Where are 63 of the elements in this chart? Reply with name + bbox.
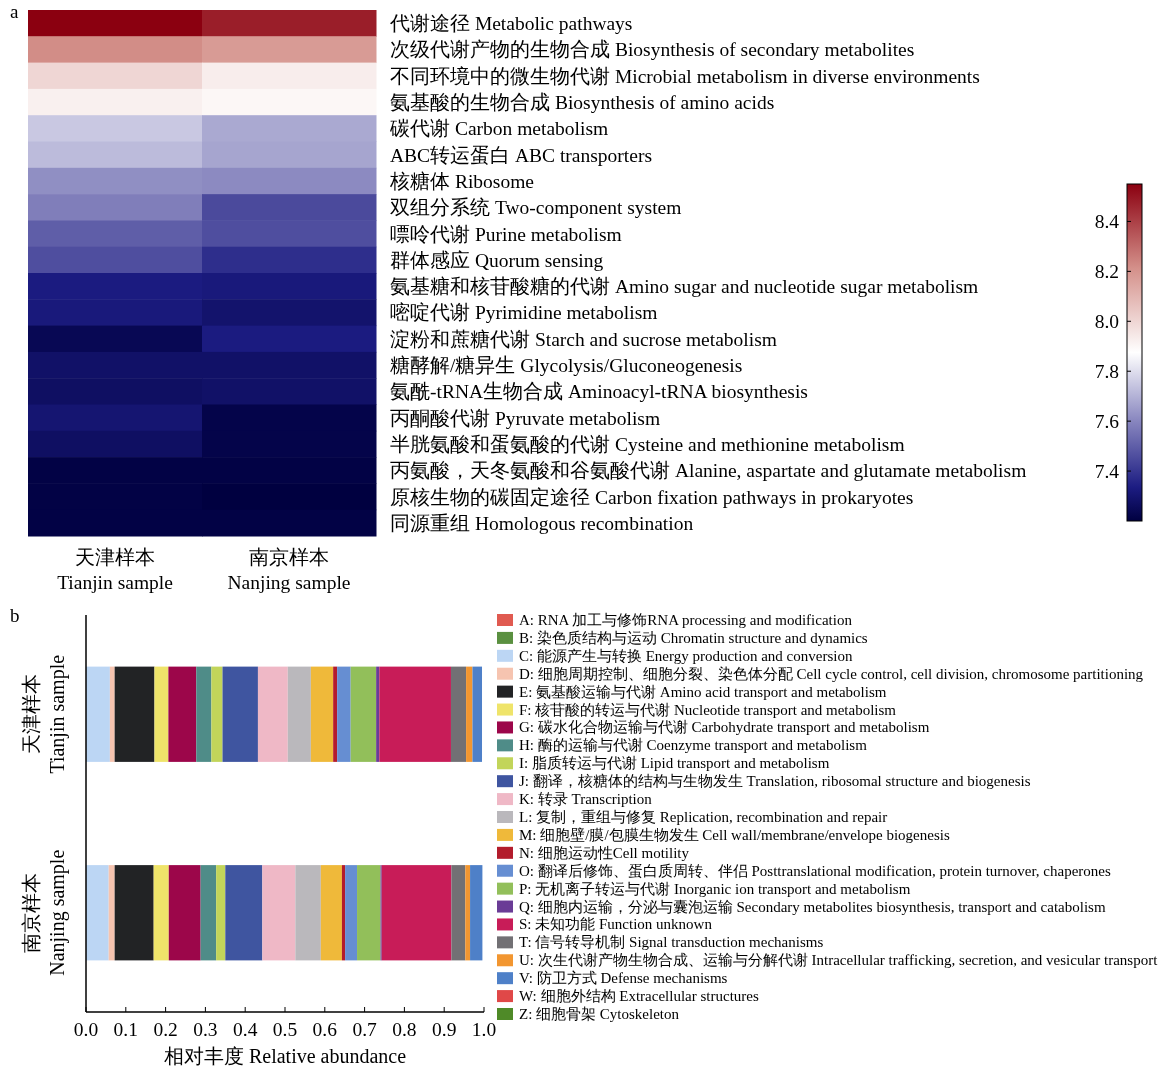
legend-label: G: 碳水化合物运输与代谢 Carbohydrate transport and metabolism: [519, 719, 930, 736]
legend-label: C: 能源产生与转换 Energy production and conversion: [519, 647, 853, 664]
legend-label: Q: 细胞内运输，分泌与囊泡运输 Secondary metabolites biosynthesis, transport and catabolism: [519, 898, 1106, 915]
y-tick-label: 核糖体 Ribosome: [389, 170, 534, 192]
y-tick-label: 淀粉和蔗糖代谢 Starch and sucrose metabolism: [390, 328, 777, 350]
text: b: [10, 605, 20, 626]
x-tick-label: 0.8: [392, 1019, 417, 1040]
legend-label: B: 染色质结构与运动 Chromatin structure and dynamics: [519, 629, 868, 646]
legend-label: P: 无机离子转运与代谢 Inorganic ion transport and metabolism: [519, 880, 911, 897]
color-bar-label: 7.8: [1094, 361, 1119, 383]
legend-label: M: 细胞壁/膜/包膜生物发生 Cell wall/membrane/envelope biogenesis: [519, 826, 950, 843]
y-tick-label: ABC转运蛋白 ABC transporters: [390, 144, 652, 166]
y-tick-label: 群体感应 Quorum sensing: [390, 249, 604, 271]
y-tick-label: 嘌呤代谢 Purine metabolism: [390, 223, 622, 245]
legend-label: F: 核苷酸的转运与代谢 Nucleotide transport and metabolism: [519, 701, 897, 718]
legend-label: T: 信号转导机制 Signal transduction mechanisms: [519, 934, 824, 951]
legend-label: D: 细胞周期控制、细胞分裂、染色体分配 Cell cycle control, cell division, chromosome partitioning: [519, 665, 1144, 682]
x-tick-label: 0.3: [193, 1019, 218, 1040]
legend-label: U: 次生代谢产物生物合成、运输与分解代谢 Intracellular trafficking, secretion, and vesicular transport: [519, 952, 1159, 969]
color-bar-label: 8.0: [1094, 311, 1119, 333]
color-bar-label: 8.4: [1094, 211, 1120, 233]
legend-label: E: 氨基酸运输与代谢 Amino acid transport and metabolism: [519, 683, 887, 700]
x-tick-label: 0.0: [73, 1019, 99, 1040]
legend-label: O: 翻译后修饰、蛋白质周转、伴侣 Posttranslational modification, protein turnover, chaperones: [519, 862, 1111, 879]
legend-label: J: 翻译，核糖体的结构与生物发生 Translation, ribosomal structure and biogenesis: [519, 773, 1031, 790]
x-axis-title: 相对丰度 Relative abundance: [163, 1045, 407, 1067]
x-tick-label: 1.0: [471, 1019, 497, 1040]
color-bar-label: 7.6: [1094, 411, 1120, 433]
y-tick-label: 氨基酸的生物合成 Biosynthesis of amino acids: [390, 92, 775, 114]
legend-label: W: 细胞外结构 Extracellular structures: [519, 988, 759, 1005]
y-tick-label: 同源重组 Homologous recombination: [390, 512, 694, 534]
legend-label: K: 转录 Transcription: [519, 791, 653, 808]
x-tick-label: 0.1: [113, 1019, 138, 1040]
legend-label: I: 脂质转运与代谢 Lipid transport and metabolism: [519, 755, 830, 772]
y-tick-label: 次级代谢产物的生物合成 Biosynthesis of secondary metabolites: [390, 39, 915, 61]
y-tick-label: 双组分系统 Two-component system: [390, 197, 682, 219]
color-bar-label: 8.2: [1094, 261, 1119, 283]
x-tick-label: 0.6: [312, 1019, 338, 1040]
color-bar-label: 7.4: [1094, 461, 1120, 483]
y-tick-label: 氨酰-tRNA生物合成 Aminoacyl-tRNA biosynthesis: [390, 381, 808, 403]
x-tick-label: 0.5: [272, 1019, 298, 1040]
y-tick-label: 糖酵解/糖异生 Glycolysis/Gluconeogenesis: [390, 355, 743, 377]
x-tick-label: 0.7: [352, 1019, 378, 1040]
y-tick-label: 半胱氨酸和蛋氨酸的代谢 Cysteine and methionine metabolism: [390, 433, 905, 455]
legend-label: H: 酶的运输与代谢 Coenzyme transport and metabolism: [519, 737, 868, 754]
legend-label: N: 细胞运动性Cell motility: [519, 844, 690, 861]
legend-label: S: 未知功能 Function unknown: [519, 916, 713, 933]
y-tick-label: 丙氨酸，天冬氨酸和谷氨酸代谢 Alanine, aspartate and glutamate metabolism: [390, 460, 1027, 482]
y-tick-label: 原核生物的碳固定途径 Carbon fixation pathways in prokaryotes: [390, 486, 914, 508]
y-tick-label: 碳代谢 Carbon metabolism: [389, 118, 609, 140]
y-tick-label: 嘧啶代谢 Pyrimidine metabolism: [390, 302, 658, 324]
legend-label: Z: 细胞骨架 Cytoskeleton: [519, 1006, 680, 1022]
legend-label: A: RNA 加工与修饰RNA processing and modification: [519, 612, 853, 628]
y-tick-label: 氨基糖和核苷酸糖的代谢 Amino sugar and nucleotide sugar metabolism: [390, 276, 979, 298]
y-tick-label: 不同环境中的微生物代谢 Microbial metabolism in diverse environments: [390, 65, 980, 87]
legend-label: L: 复制，重组与修复 Replication, recombination and repair: [519, 809, 888, 825]
x-tick-label: 0.2: [153, 1019, 178, 1040]
legend-label: V: 防卫方式 Defense mechanisms: [519, 970, 728, 987]
y-tick-label: 代谢途径 Metabolic pathways: [389, 13, 633, 35]
text: a: [10, 1, 19, 22]
y-tick-label: 丙酮酸代谢 Pyruvate metabolism: [390, 407, 661, 429]
x-tick-label: 0.9: [432, 1019, 457, 1040]
x-tick-label: 0.4: [233, 1019, 258, 1040]
